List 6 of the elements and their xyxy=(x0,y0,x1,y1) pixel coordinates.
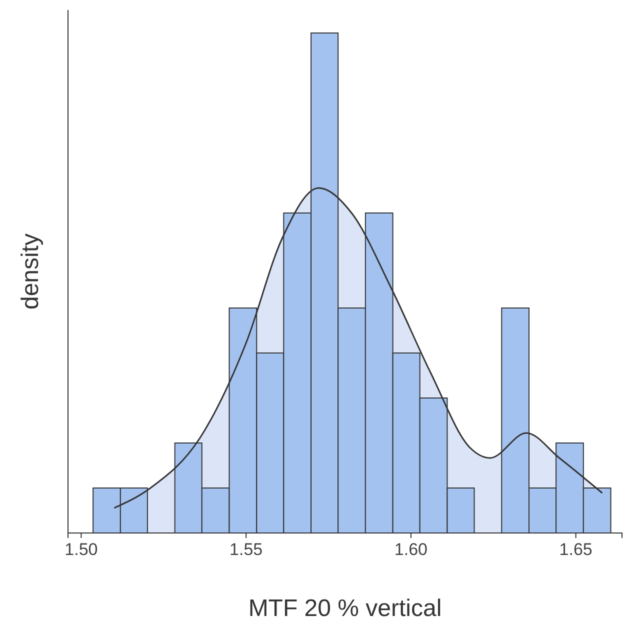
y-axis-title: density xyxy=(17,233,44,310)
x-tick-label: 1.50 xyxy=(64,540,98,560)
x-tick-label: 1.60 xyxy=(394,540,428,560)
x-axis-title: MTF 20 % vertical xyxy=(248,595,442,622)
x-tick-label: 1.65 xyxy=(559,540,592,560)
x-tick-label: 1.55 xyxy=(230,540,263,560)
